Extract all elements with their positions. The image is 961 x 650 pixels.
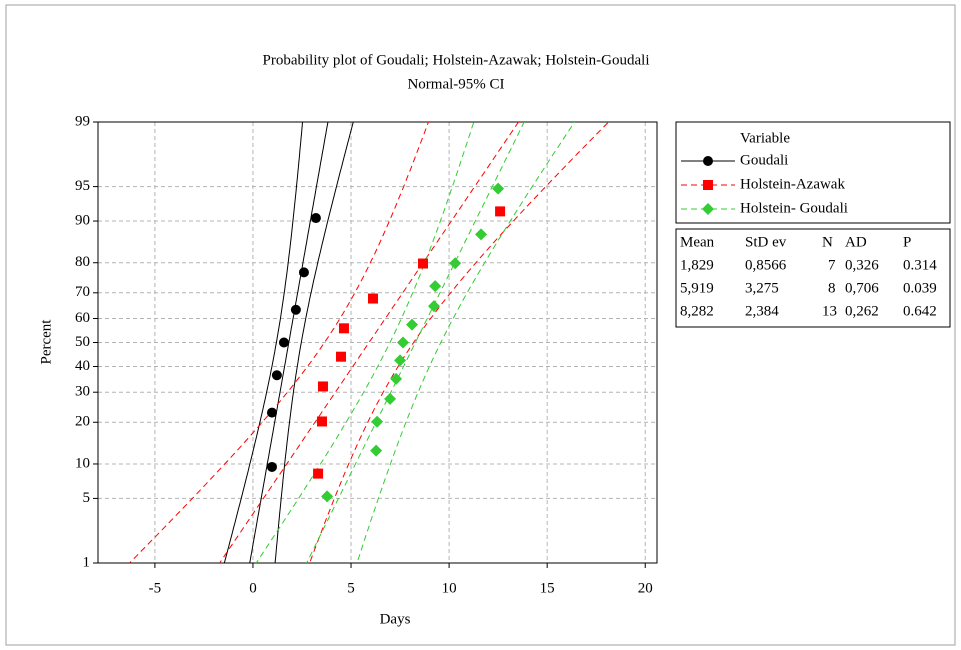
legend-marker: [702, 203, 714, 215]
table-cell: 5,919: [680, 280, 714, 296]
x-tick-label: 20: [638, 580, 653, 596]
ci-band: [309, 122, 610, 563]
ci-band: [274, 122, 354, 563]
point: [278, 337, 289, 348]
y-tick-label: 40: [75, 358, 90, 374]
ci-band: [223, 122, 304, 563]
table-cell: 0.039: [903, 280, 937, 296]
table-cell: 3,275: [745, 280, 779, 296]
point: [449, 257, 462, 270]
y-tick-label: 20: [75, 414, 90, 430]
legend-title: Variable: [740, 130, 790, 146]
point: [370, 444, 383, 457]
table-cell: 0,262: [845, 303, 879, 319]
table-cell: 13: [822, 303, 837, 319]
point: [266, 461, 277, 472]
ci-band: [128, 122, 429, 563]
table-cell: 0.642: [903, 303, 937, 319]
ci-band: [255, 122, 475, 563]
y-tick-label: 90: [75, 212, 90, 228]
table-cell: 1,829: [680, 257, 714, 273]
table-header: Mean: [680, 234, 715, 250]
y-tick-label: 5: [83, 490, 91, 506]
table-cell: 0.314: [903, 257, 937, 273]
table-header: N: [822, 234, 833, 250]
point: [418, 258, 429, 269]
x-tick-label: 5: [347, 580, 355, 596]
table-cell: 8,282: [680, 303, 714, 319]
x-tick-label: 10: [442, 580, 457, 596]
table-cell: 0,326: [845, 257, 879, 273]
point: [338, 323, 349, 334]
point: [475, 228, 488, 241]
point: [310, 213, 321, 224]
point: [429, 280, 442, 293]
point: [390, 372, 403, 385]
legend-label: Holstein- Goudali: [740, 200, 848, 216]
chart-title: Probability plot of Goudali; Holstein-Az…: [262, 52, 649, 68]
point: [396, 336, 409, 349]
x-tick-label: -5: [149, 580, 162, 596]
table-header: AD: [845, 234, 867, 250]
legend-label: Goudali: [740, 152, 788, 168]
point: [394, 354, 407, 367]
table-cell: 0,8566: [745, 257, 787, 273]
plot-frame: [97, 121, 658, 564]
point: [427, 300, 440, 313]
y-tick-label: 95: [75, 178, 90, 194]
point: [316, 416, 327, 427]
table-cell: 8: [828, 280, 836, 296]
stats-table-box: [675, 228, 951, 328]
table-cell: 2,384: [745, 303, 779, 319]
point: [321, 490, 334, 503]
ci-band: [356, 122, 576, 563]
y-tick-label: 1: [83, 554, 91, 570]
point: [371, 415, 384, 428]
y-tick-label: 10: [75, 455, 90, 471]
y-tick-label: 30: [75, 384, 90, 400]
table-header: StD ev: [745, 234, 787, 250]
y-tick-label: 60: [75, 310, 90, 326]
table-cell: 7: [828, 257, 836, 273]
y-tick-label: 80: [75, 254, 90, 270]
point: [271, 370, 282, 381]
x-axis-label: Days: [380, 611, 411, 627]
y-tick-label: 50: [75, 334, 90, 350]
legend-marker: [703, 180, 713, 190]
legend-marker: [703, 156, 713, 166]
x-tick-label: 15: [540, 580, 555, 596]
y-tick-label: 99: [75, 113, 90, 129]
legend-label: Holstein-Azawak: [740, 176, 845, 192]
point: [492, 182, 505, 195]
point: [336, 351, 347, 362]
y-tick-label: 70: [75, 284, 90, 300]
point: [266, 407, 277, 418]
y-axis-label: Percent: [38, 319, 54, 365]
chart-subtitle: Normal-95% CI: [407, 76, 504, 92]
legend-box: [675, 121, 951, 224]
point: [367, 293, 378, 304]
table-cell: 0,706: [845, 280, 879, 296]
point: [495, 206, 506, 217]
point: [290, 304, 301, 315]
point: [384, 392, 397, 405]
point: [317, 381, 328, 392]
x-tick-label: 0: [249, 580, 257, 596]
table-header: P: [903, 234, 911, 250]
point: [298, 267, 309, 278]
point: [313, 468, 324, 479]
point: [406, 318, 419, 331]
